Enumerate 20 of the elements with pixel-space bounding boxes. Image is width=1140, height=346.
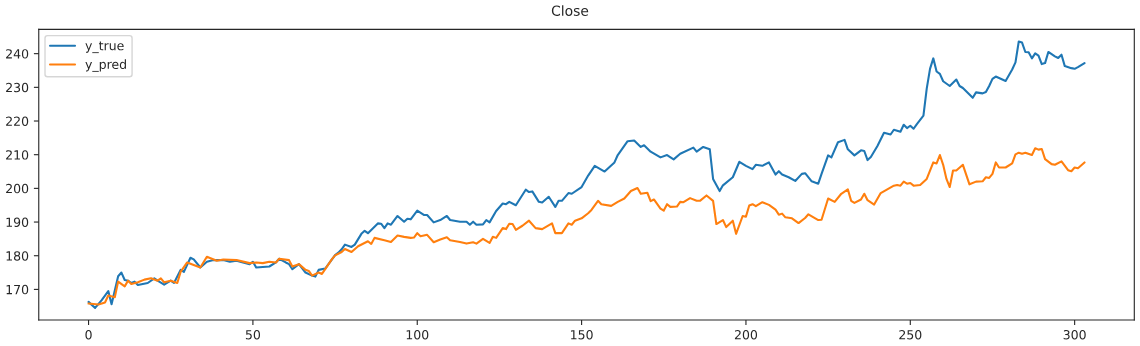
- x-tick-label: 0: [85, 329, 92, 340]
- y-tick-label: 180: [6, 251, 29, 261]
- y-tick-label: 240: [6, 49, 29, 59]
- legend-label: y_pred: [85, 59, 126, 72]
- x-tick-label: 100: [406, 329, 429, 340]
- chart-title: Close: [551, 5, 589, 16]
- x-tick-label: 250: [899, 329, 922, 340]
- x-tick-label: 50: [245, 329, 261, 340]
- line-series: [87, 40, 1086, 309]
- x-tick-label: 200: [734, 329, 758, 340]
- y-tick-label: 200: [6, 183, 29, 194]
- y-tick-label: 220: [6, 116, 29, 126]
- x-tick-label: 150: [571, 329, 593, 340]
- legend-label: y_true: [85, 41, 124, 54]
- y-tick-label: 170: [6, 284, 29, 295]
- y-tick-label: 190: [6, 217, 29, 227]
- y-tick-label: 230: [6, 82, 29, 93]
- y-tick-label: 210: [6, 150, 29, 160]
- x-tick-label: 300: [1063, 329, 1086, 340]
- line-series: [87, 147, 1086, 306]
